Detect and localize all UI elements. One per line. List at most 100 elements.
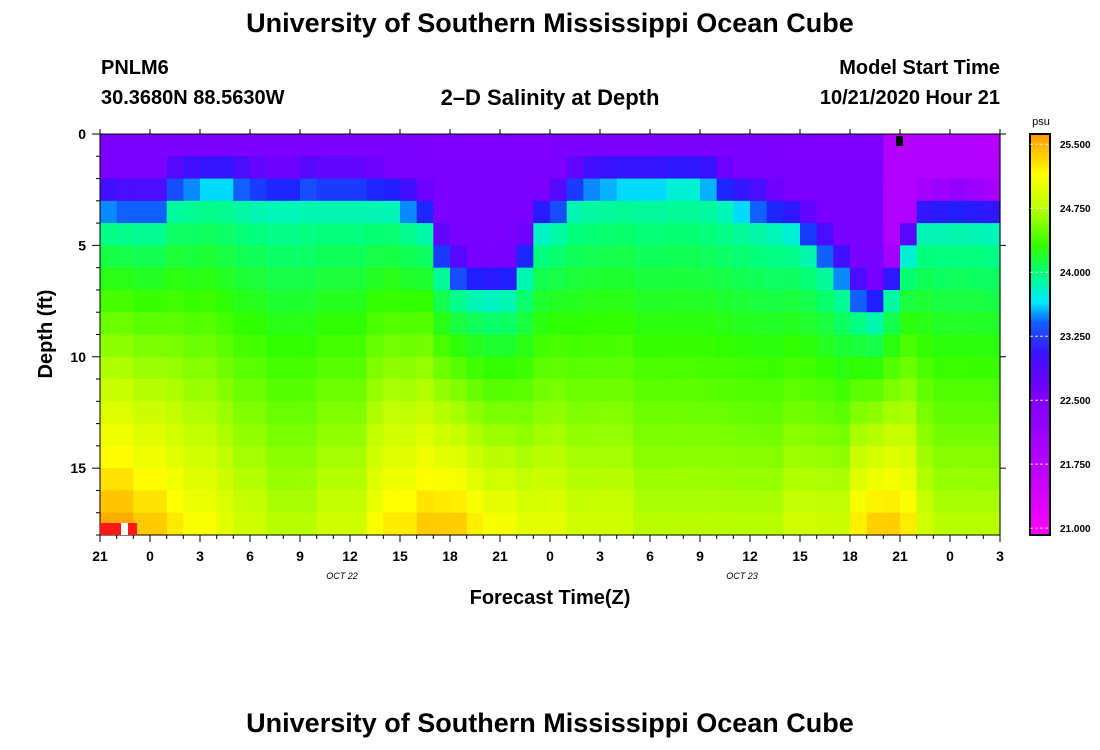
heatmap-cell [766,200,784,224]
heatmap-cell [500,468,518,492]
heatmap-cell [800,379,818,402]
y-tick-label: 0 [78,126,86,142]
heatmap-cell [100,156,118,180]
heatmap-cell [650,312,668,336]
heatmap-cell [250,356,268,380]
heatmap-cell [433,178,451,202]
heatmap-cell [616,468,634,492]
heatmap-cell [616,178,634,202]
heatmap-cell [233,267,251,291]
heatmap-cell [466,245,484,269]
heatmap-cell [533,379,551,402]
heatmap-cell [400,312,418,336]
heatmap-cell [316,134,334,157]
x-tick-label: 3 [996,548,1004,564]
heatmap-cell [600,245,618,269]
heatmap-cell [266,312,284,336]
heatmap-cell [733,512,751,536]
heatmap-cell [600,468,618,492]
heatmap-cell [500,356,518,380]
heatmap-cell [716,512,734,536]
heatmap-cell [400,356,418,380]
heatmap-cell [883,312,901,336]
heatmap-cell [900,512,918,536]
heatmap-cell [283,245,301,269]
heatmap-cell [600,334,618,358]
colorbar-tick-label: 21.750 [1060,460,1091,471]
heatmap-cell [250,178,268,202]
heatmap-cell [366,512,384,536]
heatmap-cell [500,200,518,224]
heatmap-cell [316,312,334,336]
heatmap-cell [750,223,768,246]
heatmap-cell [566,223,584,246]
heatmap-cell [733,200,751,224]
heatmap-cell [800,134,818,157]
heatmap-cell [833,267,851,291]
heatmap-cell [133,423,151,447]
heatmap-cell [283,334,301,358]
heatmap-cell [216,379,234,402]
heatmap-cell [416,245,434,269]
heatmap-cell [366,356,384,380]
heatmap-cell [650,379,668,402]
heatmap-cell [833,490,851,514]
heatmap-cell [483,356,501,380]
heatmap-cell [416,401,434,425]
heatmap-cell [300,512,318,536]
heatmap-cell [516,178,534,202]
heatmap-cell [300,267,318,291]
heatmap-cell [316,423,334,447]
heatmap-cell [750,156,768,180]
x-tick-label: 21 [892,548,908,564]
heatmap-cell [566,356,584,380]
heatmap-cell [483,156,501,180]
heatmap-cell [266,512,284,536]
heatmap-cell [916,423,934,447]
heatmap-cell [216,334,234,358]
heatmap-cell [316,245,334,269]
heatmap-cell [183,245,201,269]
heatmap-cell [850,401,868,425]
heatmap-cell [216,445,234,469]
heatmap-cell [716,334,734,358]
heatmap-cell [383,356,401,380]
heatmap-cell [416,178,434,202]
x-tick-label: 21 [92,548,108,564]
heatmap-cell [133,289,151,313]
heatmap-cell [816,512,834,536]
heatmap-cell [650,512,668,536]
heatmap-cell [100,289,118,313]
heatmap-cell [633,468,651,492]
heatmap-cell [200,223,218,246]
heatmap-cell [300,245,318,269]
heatmap-cell [983,490,1001,514]
heatmap-cell [200,178,218,202]
heatmap-cell [550,490,568,514]
heatmap-cell [550,468,568,492]
heatmap-cell [116,445,134,469]
colorbar-ticks: 25.500 24.750 24.000 23.250 22.500 21.750 21.0… [1030,140,1091,535]
heatmap-cell [416,223,434,246]
heatmap-cell [333,134,351,157]
heatmap-cell [850,245,868,269]
heatmap-cell [250,200,268,224]
heatmap-cell [733,156,751,180]
station-name: PNLM6 [101,57,169,79]
heatmap-cell [700,468,718,492]
heatmap-cell [633,200,651,224]
heatmap-cell [516,289,534,313]
heatmap-cell [283,267,301,291]
heatmap-cell [666,267,684,291]
heatmap-cell [316,178,334,202]
heatmap-cell [916,223,934,246]
heatmap-cell [416,379,434,402]
heatmap-cell [633,312,651,336]
heatmap-cell [550,200,568,224]
heatmap-cell [266,401,284,425]
heatmap-cell [450,245,468,269]
heatmap-cell [833,356,851,380]
heatmap-cell [433,312,451,336]
heatmap-cell [616,223,634,246]
heatmap-cell [633,156,651,180]
